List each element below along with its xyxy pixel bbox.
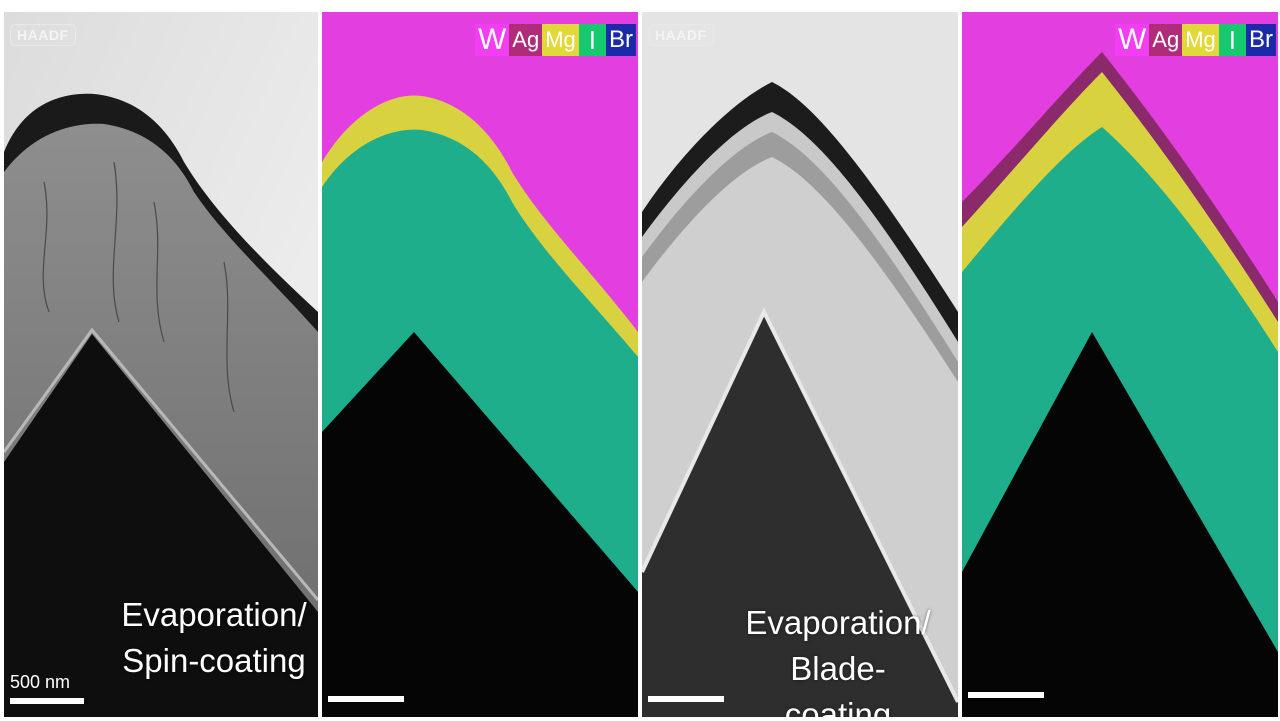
legend-w: W xyxy=(1114,24,1150,56)
eds-map-image-spin xyxy=(322,12,638,717)
legend-br: Br xyxy=(1246,24,1276,56)
caption-spin-coating: Evaporation/ Spin-coating xyxy=(114,592,314,684)
eds-map-spin-coating: W Ag Mg I Br xyxy=(322,12,638,717)
legend-i: I xyxy=(578,24,606,56)
legend-mg: Mg xyxy=(542,24,579,56)
haadf-image-blade-coating: HAADF Evaporation/ Blade-coating xyxy=(642,12,958,717)
eds-map-image-blade xyxy=(962,12,1278,717)
legend-i: I xyxy=(1218,24,1246,56)
caption-line-1: Evaporation/ xyxy=(745,604,931,641)
scalebar xyxy=(968,692,1044,698)
caption-line-1: Evaporation/ xyxy=(121,596,307,633)
scalebar xyxy=(328,696,404,702)
legend-mg: Mg xyxy=(1182,24,1219,56)
legend-w: W xyxy=(474,24,510,56)
scalebar xyxy=(10,698,84,704)
caption-line-2: Blade-coating xyxy=(784,650,892,717)
scalebar xyxy=(648,696,724,702)
haadf-label: HAADF xyxy=(10,24,76,46)
legend-ag: Ag xyxy=(1149,24,1183,56)
legend-br: Br xyxy=(606,24,636,56)
element-legend: W Ag Mg I Br xyxy=(474,24,636,56)
haadf-label: HAADF xyxy=(648,24,714,46)
haadf-micrograph-spin xyxy=(4,12,318,717)
caption-line-2: Spin-coating xyxy=(122,642,306,679)
element-legend: W Ag Mg I Br xyxy=(1114,24,1276,56)
caption-blade-coating: Evaporation/ Blade-coating xyxy=(738,600,938,717)
legend-ag: Ag xyxy=(509,24,543,56)
eds-map-blade-coating: W Ag Mg I Br xyxy=(962,12,1278,717)
haadf-image-spin-coating: HAADF Evaporation/ Spin-coating 500 nm xyxy=(4,12,318,717)
scalebar-label: 500 nm xyxy=(10,672,71,692)
haadf-micrograph-blade xyxy=(642,12,958,717)
